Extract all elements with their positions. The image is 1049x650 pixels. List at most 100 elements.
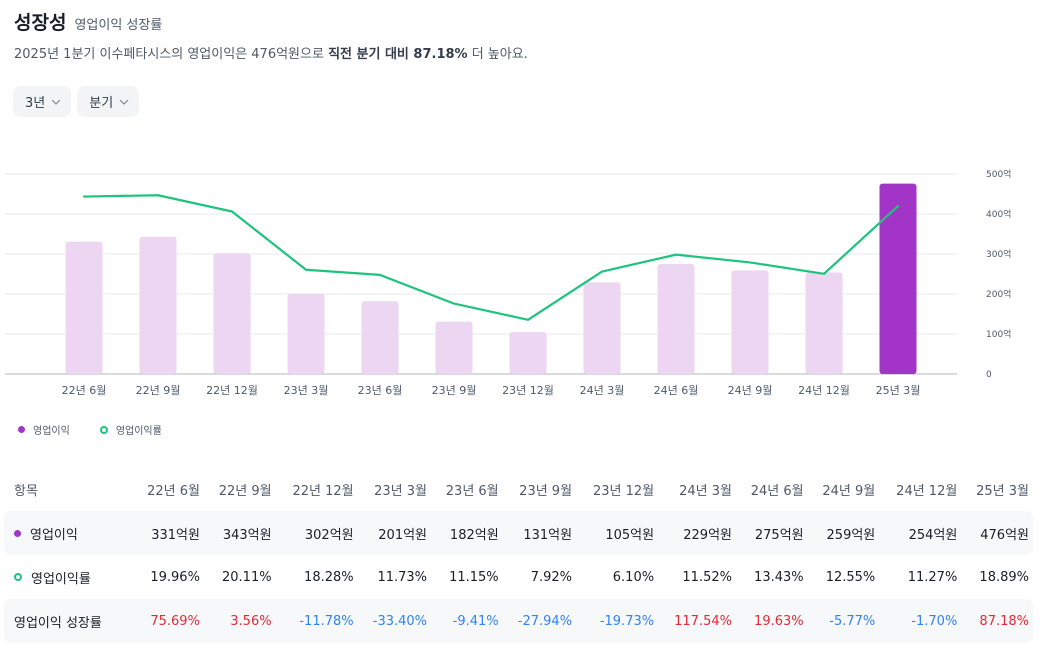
table-cell: 254억원	[879, 511, 962, 555]
margin-line	[82, 194, 900, 321]
filter-bar: 3년 분기	[13, 86, 140, 117]
section-header: 성장성 영업이익 성장률	[14, 8, 162, 35]
x-tick-label: 23년 9월	[432, 384, 477, 397]
table-cell: 343억원	[203, 511, 276, 555]
x-tick-label: 24년 6월	[654, 384, 699, 397]
table-cell: 6.10%	[612, 569, 655, 585]
table-column-header: 24년 3월	[679, 483, 732, 499]
table-cell: 75.69%	[132, 599, 204, 643]
table-cell: 19.63%	[735, 599, 808, 643]
bar	[361, 301, 399, 374]
table-cell: 18.89%	[979, 569, 1029, 585]
bar	[583, 282, 621, 374]
table-cell: 182억원	[431, 511, 503, 555]
table-row: 영업이익률 19.96% 20.11% 18.28% 11.73% 11.15% 7.92%…	[4, 555, 1033, 599]
row-label-cell: 영업이익 성장률	[4, 599, 133, 643]
table-cell: -27.94%	[502, 599, 577, 643]
table-column-header: 25년 3월	[976, 483, 1029, 499]
table-cell: 11.52%	[682, 569, 732, 585]
table-column-header: 22년 6월	[147, 483, 200, 499]
bar	[879, 183, 917, 374]
legend-label: 영업이익	[33, 426, 70, 437]
legend-ring-icon	[99, 425, 108, 434]
table-cell: 476억원	[961, 511, 1033, 555]
table-cell: 18.28%	[304, 569, 354, 585]
x-tick-label: 22년 6월	[62, 384, 107, 397]
table-cell: 12.55%	[825, 569, 876, 585]
table-cell: 331억원	[132, 511, 204, 555]
table-column-header: 24년 12월	[896, 483, 958, 499]
table-cell: -5.77%	[807, 599, 880, 643]
table-cell: -19.73%	[576, 599, 659, 643]
x-tick-label: 23년 6월	[358, 384, 403, 397]
section-title: 성장성	[14, 12, 67, 34]
y-tick-label: 0	[986, 370, 992, 380]
table-cell: 117.54%	[658, 599, 736, 643]
bar	[139, 236, 177, 374]
summary-text: 2025년 1분기 이수페타시스의 영업이익은 476억원으로 직전 분기 대비…	[14, 43, 528, 62]
series-dot-icon	[14, 529, 21, 537]
table-row: 영업이익 331억원 343억원 302억원 201억원 182억원 131억원 105억원 2…	[4, 511, 1033, 555]
table-cell: 11.15%	[449, 569, 499, 585]
table-cell: -33.40%	[357, 599, 432, 643]
table-column-header: 23년 12월	[592, 483, 655, 499]
bar	[213, 253, 251, 374]
y-tick-label: 300억	[986, 248, 1011, 260]
summary-suffix: 더 높아요.	[467, 47, 528, 62]
unit-dropdown-label: 분기	[89, 96, 114, 111]
table-cell: 7.92%	[530, 569, 573, 585]
x-tick-label: 24년 12월	[798, 384, 850, 397]
table-column-header: 23년 3월	[374, 483, 428, 499]
bar	[65, 241, 103, 374]
chevron-down-icon	[52, 99, 61, 105]
y-tick-label: 400억	[986, 208, 1011, 220]
table-cell: -9.41%	[431, 599, 503, 643]
x-tick-label: 22년 12월	[206, 384, 258, 397]
legend-label: 영업이익률	[115, 426, 162, 437]
table-cell: 201억원	[357, 511, 432, 555]
period-dropdown[interactable]: 3년	[13, 86, 72, 117]
growth-chart: 0 100억 200억 300억 400억 500억 22년 6월 22년 9월 22년 12월…	[5, 168, 1011, 397]
table-cell: 87.18%	[961, 599, 1033, 643]
y-tick-label: 500억	[986, 168, 1011, 180]
y-tick-label: 100억	[986, 328, 1011, 340]
row-label: 영업이익 성장률	[14, 615, 102, 631]
table-column-header: 22년 9월	[218, 483, 272, 499]
table-column-header: 24년 9월	[822, 483, 876, 499]
table-header-label: 항목	[14, 483, 38, 499]
x-tick-label: 24년 3월	[580, 384, 625, 397]
data-table: 항목 22년 6월 22년 9월 22년 12월 23년 3월 23년 6월 23년 9월 2…	[4, 467, 1033, 643]
x-tick-label: 24년 9월	[728, 384, 773, 397]
legend-dot-icon	[18, 426, 25, 433]
x-tick-label: 23년 12월	[502, 384, 554, 397]
bar	[435, 321, 473, 374]
row-label: 영업이익	[30, 527, 78, 543]
x-tick-label: 23년 3월	[284, 384, 329, 397]
table-cell: 131억원	[502, 511, 577, 555]
table-cell: 275억원	[735, 511, 808, 555]
table-cell: 20.11%	[222, 569, 272, 585]
table-cell: 13.43%	[754, 569, 804, 585]
row-label-cell: 영업이익	[4, 511, 133, 555]
chevron-down-icon	[120, 99, 129, 105]
table-header-row: 항목 22년 6월 22년 9월 22년 12월 23년 3월 23년 6월 23년 9월 2…	[4, 467, 1033, 511]
summary-prefix: 2025년 1분기 이수페타시스의 영업이익은 476억원으로	[14, 47, 329, 62]
summary-highlight: 직전 분기 대비 87.18%	[328, 47, 468, 62]
legend-item-operating-profit: 영업이익	[18, 422, 70, 437]
section-subtitle: 영업이익 성장률	[74, 18, 163, 33]
bar	[509, 332, 547, 374]
table-cell: 11.27%	[907, 569, 958, 585]
chart-legend: 영업이익 영업이익률	[18, 422, 162, 437]
row-label: 영업이익률	[31, 571, 91, 587]
table-column-header: 23년 6월	[445, 483, 499, 499]
table-cell: 229억원	[658, 511, 736, 555]
unit-dropdown[interactable]: 분기	[77, 86, 140, 117]
legend-item-operating-margin: 영업이익률	[99, 422, 162, 437]
x-tick-label: 22년 9월	[136, 384, 181, 397]
period-dropdown-label: 3년	[25, 96, 46, 111]
bar	[731, 270, 769, 374]
table-row: 영업이익 성장률 75.69% 3.56% -11.78% -33.40% -9.41% -…	[4, 599, 1033, 643]
bar	[805, 272, 843, 374]
bar	[287, 293, 325, 374]
row-label-cell: 영업이익률	[4, 555, 132, 599]
